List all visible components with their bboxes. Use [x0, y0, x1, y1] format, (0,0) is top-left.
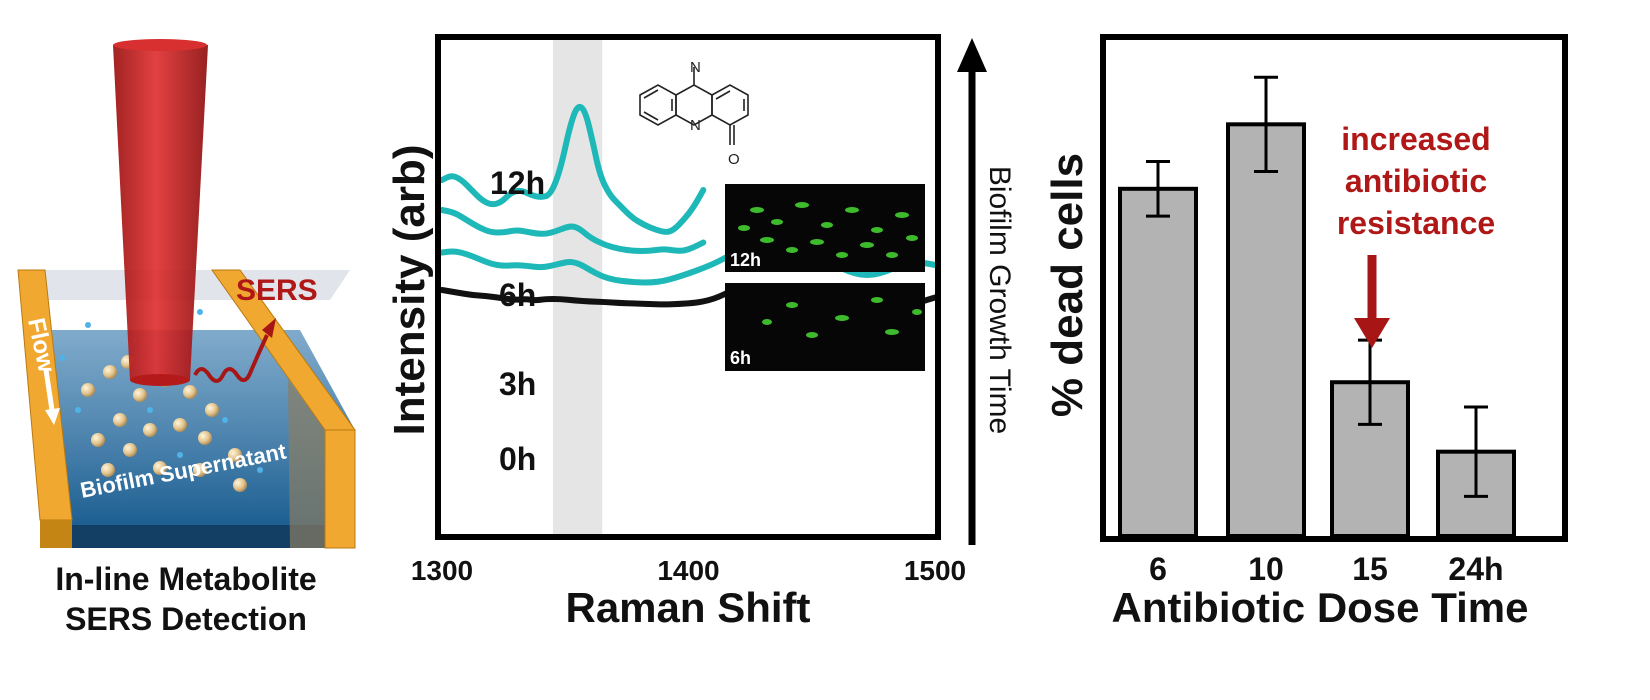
- sers-schematic: SERS Flow Biofilm Supernatant: [17, 39, 356, 549]
- schematic-caption-line2: SERS Detection: [65, 601, 307, 637]
- x-tick-label: 1400: [657, 555, 719, 586]
- svg-text:N: N: [690, 59, 701, 76]
- category-label: 15: [1352, 551, 1388, 587]
- sers-label: SERS: [236, 274, 318, 307]
- laser-beam: [113, 45, 208, 380]
- category-label: 10: [1248, 551, 1284, 587]
- series-label-6h: 6h: [499, 277, 536, 313]
- error-bar-24h: [1464, 405, 1488, 498]
- x-tick-label: 1500: [904, 555, 966, 586]
- series-label-12h: 12h: [490, 165, 545, 201]
- bar-10: [1226, 122, 1306, 538]
- inset-6h-cells: [762, 297, 922, 338]
- dead-cells-bar-chart: % dead cells increased antibiotic resist…: [1043, 34, 1568, 631]
- sers-signal-arrow: [193, 334, 269, 383]
- raman-spectra-chart: Intensity (arb) 12h 6h 3h 0h N N O 12h 6…: [385, 34, 1016, 631]
- highlight-band: [552, 40, 603, 540]
- bar-x-axis-label: Antibiotic Dose Time: [1112, 584, 1529, 631]
- series-label-3h: 3h: [499, 366, 536, 402]
- error-bar-6: [1146, 160, 1170, 218]
- annotation-line-1: increased: [1341, 121, 1490, 157]
- raman-y-axis-label: Intensity (arb): [385, 145, 434, 436]
- inset-12h-cells: [738, 202, 918, 258]
- svg-text:N: N: [690, 117, 701, 134]
- bar-y-axis-label: % dead cells: [1043, 153, 1092, 417]
- bar-plot-frame: [1100, 34, 1568, 542]
- series-label-0h: 0h: [499, 441, 536, 477]
- error-bar-10: [1254, 75, 1278, 173]
- growth-time-label: Biofilm Growth Time: [983, 166, 1016, 434]
- channel-base: [40, 525, 355, 548]
- spectrum-line-12h: [439, 104, 707, 235]
- bar-6: [1118, 186, 1198, 539]
- inset-label-12h: 12h: [730, 250, 761, 270]
- liquid-volume: [40, 330, 355, 525]
- schematic-caption-line1: In-line Metabolite: [55, 561, 317, 597]
- category-label: 24h: [1448, 551, 1503, 587]
- category-label: 6: [1149, 551, 1167, 587]
- svg-text:O: O: [728, 151, 740, 168]
- annotation-line-3: resistance: [1337, 205, 1495, 241]
- raman-plot-frame: [435, 34, 941, 540]
- annotation-line-2: antibiotic: [1345, 163, 1487, 199]
- pyocyanin-structure-icon: [639, 67, 749, 145]
- raman-x-axis-label: Raman Shift: [565, 584, 810, 631]
- spectrum-line-6h: [439, 207, 707, 255]
- inset-image-6h: [725, 283, 925, 371]
- x-tick-label: 1300: [411, 555, 473, 586]
- flow-arrow: [43, 369, 55, 411]
- inset-label-6h: 6h: [730, 348, 751, 368]
